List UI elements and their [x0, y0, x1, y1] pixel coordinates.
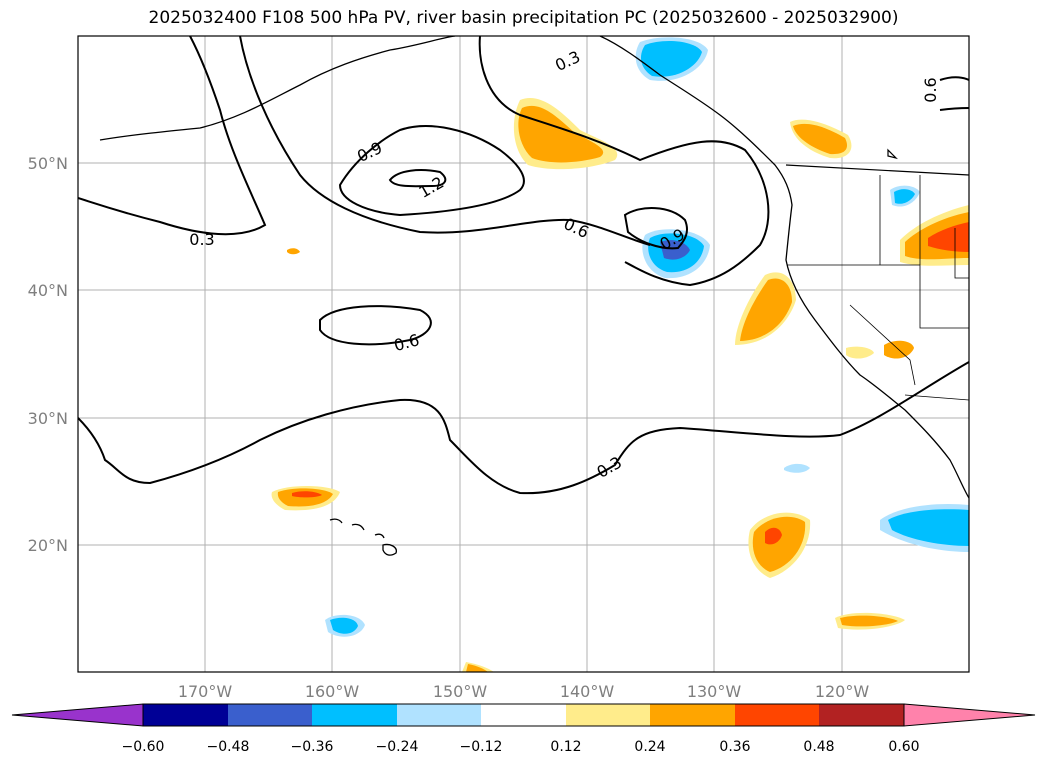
pv-contour-0.3-south — [78, 361, 969, 495]
colorbar-tick-label: −0.12 — [460, 739, 503, 755]
precip-positive-region — [840, 615, 898, 627]
precip-positive-region — [287, 248, 300, 255]
pv-contour-0.3 — [78, 36, 267, 236]
lat-tick-label: 30°N — [28, 409, 68, 428]
gridlines — [78, 36, 969, 672]
pv-contour-1.2 — [388, 169, 447, 188]
colorbar-tick-label: −0.60 — [122, 739, 165, 755]
precip-positive-region — [518, 105, 604, 163]
pv-contour-0.9 — [338, 125, 525, 217]
lat-tick-label: 50°N — [28, 154, 68, 173]
plot-frame — [77, 35, 970, 673]
precip-positive-region — [846, 346, 874, 359]
precip-negative-region — [640, 40, 702, 77]
precip-positive-region — [466, 664, 488, 672]
contour-label: 1.2 — [415, 173, 447, 202]
precip-positive-region — [740, 278, 792, 341]
pv-contour-0.6-ne — [939, 76, 969, 111]
contour-label: 0.3 — [189, 230, 214, 249]
colorbar-tick-label: 0.24 — [634, 739, 665, 755]
precip-positive-region — [793, 123, 848, 155]
colorbar-segment — [312, 704, 397, 726]
colorbar-segment — [481, 704, 566, 726]
colorbar-tick-label: 0.48 — [803, 739, 834, 755]
precip-negative-region — [784, 463, 810, 473]
lat-tick-label: 40°N — [28, 281, 68, 300]
coastlines — [99, 36, 969, 556]
contour-label: 0.6 — [921, 77, 940, 102]
chart-title: 2025032400 F108 500 hPa PV, river basin … — [148, 8, 899, 28]
colorbar-segment — [228, 704, 312, 726]
pv-contour-0.6 — [239, 36, 651, 246]
lon-tick-label: 130°W — [687, 682, 742, 701]
lon-tick-label: 120°W — [815, 682, 870, 701]
precip-positive-region — [292, 491, 322, 498]
colorbar-segment — [397, 704, 481, 726]
precip-positive-region — [277, 488, 333, 507]
colorbar-frame — [142, 703, 905, 727]
colorbar-tick-label: 0.12 — [550, 739, 581, 755]
lon-tick-label: 170°W — [178, 682, 233, 701]
colorbar-tick-label: 0.60 — [888, 739, 919, 755]
pv-contour-0.6-closed — [319, 305, 432, 346]
colorbar-segment — [819, 704, 904, 726]
precip-negative-region — [660, 240, 690, 260]
precip-shading — [271, 37, 969, 672]
colorbar-tick-label: −0.24 — [376, 739, 419, 755]
contour-labels: 0.3 0.9 1.2 0.6 0.6 0.3 0.9 0.6 0.3 — [189, 47, 940, 482]
colorbar-extend-low — [11, 703, 144, 727]
colorbar-segment — [143, 704, 228, 726]
colorbar-segment — [566, 704, 650, 726]
colorbar-segment — [735, 704, 819, 726]
precip-negative-region — [894, 189, 915, 204]
contour-label: 0.3 — [552, 47, 583, 75]
colorbar-tick-label: −0.48 — [207, 739, 250, 755]
pv-contour-0.9-closed — [623, 207, 688, 250]
colorbar: −0.60 −0.48 −0.36 −0.24 −0.12 0.12 0.24 … — [11, 703, 1036, 755]
precip-negative-region — [888, 509, 969, 546]
contour-label: 0.6 — [392, 330, 422, 355]
precip-positive-region — [928, 222, 969, 252]
precip-positive-region — [752, 516, 806, 572]
lon-tick-label: 150°W — [433, 682, 488, 701]
lat-tick-label: 20°N — [28, 536, 68, 555]
pv-contours — [78, 36, 969, 495]
colorbar-tick-label: 0.36 — [719, 739, 750, 755]
pv-contour-0.3-north — [478, 36, 770, 287]
colorbar-extend-high — [903, 703, 1036, 727]
lon-tick-label: 160°W — [305, 682, 360, 701]
colorbar-tick-label: −0.36 — [291, 739, 334, 755]
precip-positive-region — [765, 527, 782, 545]
lon-axis: 170°W 160°W 150°W 140°W 130°W 120°W — [178, 682, 870, 701]
colorbar-segment — [650, 704, 735, 726]
precip-negative-region — [330, 617, 358, 634]
lon-tick-label: 140°W — [560, 682, 615, 701]
lat-axis: 50°N 40°N 30°N 20°N — [28, 154, 68, 555]
